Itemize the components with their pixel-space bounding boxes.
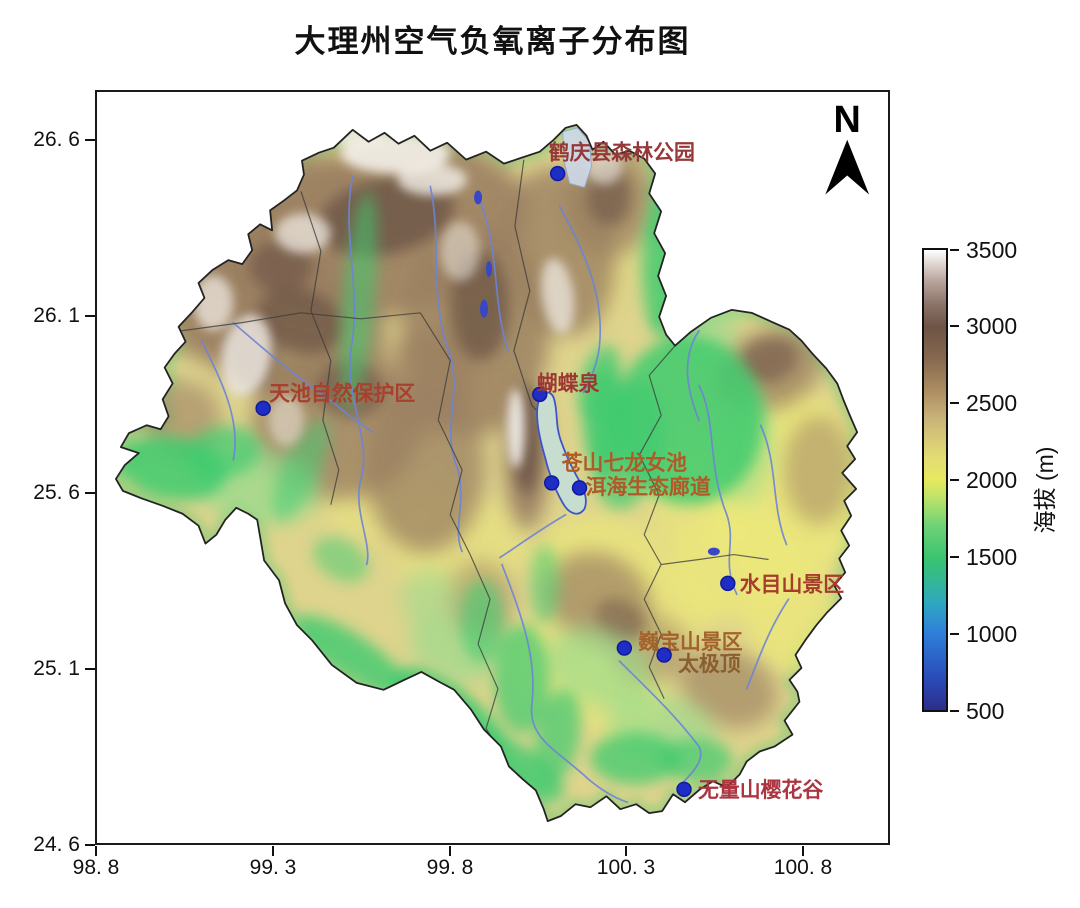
- colorbar-tick-label: 1500: [966, 544, 1018, 570]
- colorbar-tick-label: 3000: [966, 313, 1018, 339]
- x-tickmark: [802, 846, 804, 856]
- scenic-point-dot: [549, 165, 566, 182]
- x-tickmark: [625, 846, 627, 856]
- figure-title: 大理州空气负氧离子分布图: [294, 24, 691, 59]
- colorbar-title: 海拔 (m): [1032, 446, 1058, 534]
- colorbar-tickmark: [950, 325, 959, 327]
- scenic-point-label: 巍宝山景区: [638, 630, 743, 654]
- scenic-point-dot: [656, 647, 672, 663]
- y-tickmark: [85, 139, 95, 141]
- scenic-point-dot: [720, 575, 736, 592]
- scenic-point-label: 水目山景区: [740, 573, 845, 596]
- x-tick-label: 100. 8: [773, 856, 833, 879]
- x-tickmark: [449, 846, 451, 856]
- y-tickmark: [85, 492, 95, 494]
- y-tick-label: 25. 1: [33, 657, 80, 680]
- scenic-point-dot: [543, 475, 560, 491]
- small-lakes: [474, 190, 720, 556]
- colorbar-tick-label: 500: [966, 698, 1005, 724]
- scenic-point-dot: [616, 640, 633, 656]
- y-tickmark: [85, 315, 95, 317]
- colorbar-tickmark: [950, 556, 959, 558]
- x-tickmark: [95, 846, 97, 856]
- colorbar-tickmark: [950, 402, 959, 404]
- scenic-point-label: 洱海生态廊道: [586, 475, 711, 499]
- y-tick-label: 25. 6: [33, 481, 80, 504]
- y-tickmark: [85, 844, 95, 846]
- x-tick-label: 99. 3: [249, 856, 297, 879]
- x-tickmark: [272, 846, 274, 856]
- scenic-point-dot: [255, 400, 271, 417]
- scenic-point-dot: [571, 480, 588, 496]
- x-tick-label: 98. 8: [72, 856, 120, 879]
- scenic-point-label: 太极顶: [678, 653, 741, 676]
- scenic-point-dot: [532, 386, 548, 403]
- colorbar-tickmark: [950, 710, 959, 712]
- colorbar-tickmark: [950, 479, 959, 481]
- north-arrow-label: N: [834, 99, 861, 141]
- colorbar-tick-label: 2000: [966, 467, 1018, 493]
- map-plot-area: 鹤庆县森林公园天池自然保护区 蝴蝶泉苍山七龙女池 洱海生态廊道水目山景区巍宝山景区太…: [95, 90, 890, 845]
- terrain-raster: [115, 124, 858, 822]
- y-tickmark: [85, 668, 95, 670]
- scenic-point-dot: [676, 781, 692, 797]
- colorbar-tickmark: [950, 249, 959, 251]
- scenic-point-label: 苍山七龙女池: [561, 451, 687, 475]
- north-arrow-icon: N: [825, 99, 870, 195]
- elevation-colorbar: [922, 248, 948, 712]
- x-tick-label: 100. 3: [596, 856, 656, 879]
- scenic-point-label: 蝴蝶泉: [537, 371, 600, 395]
- colorbar-tick-label: 3500: [966, 237, 1018, 263]
- scenic-point-label: 无量山樱花谷: [698, 778, 823, 802]
- scenic-point-label: 鹤庆县森林公园: [549, 141, 695, 165]
- scenic-point-label: 天池自然保护区: [269, 381, 415, 405]
- x-tick-label: 99. 8: [426, 856, 474, 879]
- y-tick-label: 26. 1: [33, 304, 80, 327]
- caohai-lake: [562, 127, 593, 189]
- colorbar-tickmark: [950, 633, 959, 635]
- colorbar-tick-label: 1000: [966, 621, 1018, 647]
- y-tick-label: 24. 6: [33, 833, 80, 856]
- y-tick-label: 26. 6: [33, 128, 80, 151]
- river-lines: [200, 175, 790, 804]
- colorbar-tick-label: 2500: [966, 390, 1018, 416]
